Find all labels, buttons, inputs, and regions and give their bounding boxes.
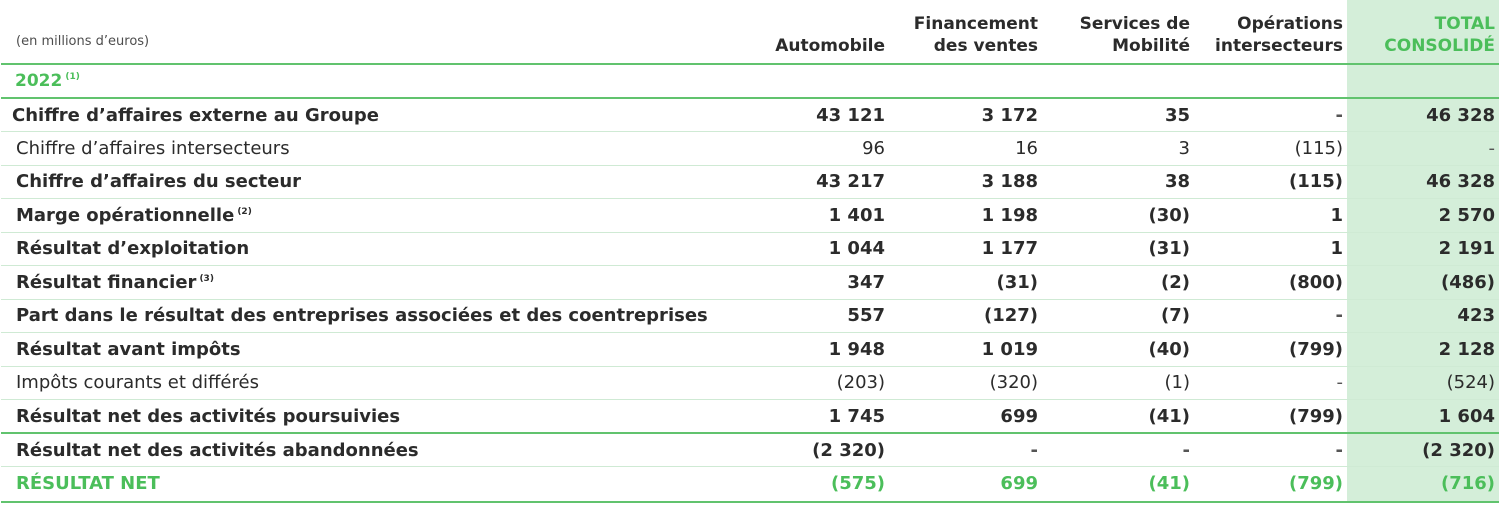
cell-services: 35 (1164, 104, 1190, 126)
cell-total: - (1347, 131, 1499, 165)
cell-total: (2 320) (1347, 433, 1499, 467)
col-header-services: Services de Mobilité (1079, 14, 1190, 56)
cell-financement: (31) (996, 271, 1038, 293)
year-label: 2022 (1) (15, 71, 80, 91)
cell-services: (7) (1161, 305, 1190, 327)
col-header-total: TOTAL CONSOLIDÉ (1347, 0, 1499, 64)
cell-intersecteurs: - (1335, 439, 1343, 461)
row-label: Chiffre d’affaires externe au Groupe (12, 104, 379, 126)
cell-services: (1) (1164, 372, 1191, 394)
cell-automobile: 1 401 (828, 204, 885, 226)
table-header-row: (en millions d’euros) Automobile Finance… (1, 0, 1499, 64)
cell-total: 1 604 (1347, 399, 1499, 433)
table-row: Marge opérationnelle (2) 1 401 1 198 (30) 1 2 … (1, 198, 1499, 232)
cell-intersecteurs: - (1335, 104, 1343, 126)
cell-automobile: (2 320) (812, 439, 885, 461)
cell-automobile: (203) (836, 372, 885, 394)
row-label: Résultat avant impôts (16, 338, 241, 360)
cell-total: 46 328 (1347, 165, 1499, 199)
row-label: Résultat net des activités poursuivies (16, 405, 401, 427)
cell-financement: 1 019 (981, 338, 1038, 360)
col-header-financement: Financement des ventes (913, 14, 1038, 56)
cell-services: (41) (1148, 473, 1190, 495)
cell-automobile: 43 217 (816, 171, 885, 193)
cell-total: 2 191 (1347, 232, 1499, 266)
cell-total: 423 (1347, 299, 1499, 333)
cell-financement: (127) (983, 305, 1038, 327)
row-label: Chiffre d’affaires intersecteurs (16, 137, 290, 159)
cell-intersecteurs: (115) (1288, 171, 1343, 193)
cell-automobile: 1 745 (828, 405, 885, 427)
row-label: Résultat financier (3) (16, 271, 214, 293)
cell-financement: 699 (1000, 473, 1038, 495)
cell-automobile: 43 121 (816, 104, 885, 126)
row-label: Impôts courants et différés (16, 372, 259, 394)
row-label: Chiffre d’affaires du secteur (16, 171, 302, 193)
cell-financement: 3 172 (981, 104, 1038, 126)
table-row: Résultat net des activités abandonnées (2… (1, 433, 1499, 467)
cell-total: 2 128 (1347, 332, 1499, 366)
row-label: Marge opérationnelle (2) (16, 204, 252, 226)
footnote-marker: (2) (237, 206, 252, 217)
cell-financement: 16 (1015, 137, 1038, 159)
table-row: Chiffre d’affaires intersecteurs 96 16 3 (11… (1, 131, 1499, 165)
year-row: 2022 (1) (1, 64, 1499, 98)
cell-automobile: 557 (847, 305, 885, 327)
cell-automobile: 1 948 (828, 338, 885, 360)
cell-intersecteurs: (115) (1294, 137, 1343, 159)
table-row: Chiffre d’affaires externe au Groupe 43 1… (1, 98, 1499, 132)
cell-automobile: 1 044 (828, 238, 885, 260)
table-row: Résultat net des activités poursuivies 1 … (1, 399, 1499, 433)
cell-intersecteurs: (799) (1288, 405, 1343, 427)
table-row: Chiffre d’affaires du secteur 43 217 3 188… (1, 165, 1499, 199)
row-label: RÉSULTAT NET (16, 473, 160, 495)
cell-intersecteurs: - (1336, 372, 1344, 394)
cell-intersecteurs: (799) (1288, 473, 1343, 495)
cell-total: (716) (1347, 466, 1499, 502)
row-label: Résultat net des activités abandonnées (16, 439, 419, 461)
cell-services: 3 (1178, 137, 1190, 159)
table-row: Résultat financier (3) 347 (31) (2) (800) (486… (1, 265, 1499, 299)
cell-services: (31) (1148, 238, 1190, 260)
cell-services: (2) (1161, 271, 1190, 293)
table-row: Part dans le résultat des entreprises as… (1, 299, 1499, 333)
cell-total: 46 328 (1347, 98, 1499, 132)
cell-services: 38 (1164, 171, 1190, 193)
cell-total: (486) (1347, 265, 1499, 299)
footnote-marker: (3) (199, 273, 214, 284)
cell-financement: 1 177 (981, 238, 1038, 260)
cell-total: (524) (1347, 366, 1499, 400)
row-label: Part dans le résultat des entreprises as… (16, 305, 708, 327)
cell-financement: 1 198 (981, 204, 1038, 226)
table-row: Résultat d’exploitation 1 044 1 177 (31) 1 2 … (1, 232, 1499, 266)
cell-financement: (320) (989, 372, 1038, 394)
footnote-marker: (1) (65, 72, 80, 83)
cell-automobile: (575) (830, 473, 885, 495)
cell-total: 2 570 (1347, 198, 1499, 232)
cell-services: (41) (1148, 405, 1190, 427)
col-header-automobile: Automobile (775, 36, 885, 56)
cell-intersecteurs: 1 (1330, 204, 1343, 226)
table-row: Impôts courants et différés (203) (320) (1)… (1, 366, 1499, 400)
cell-automobile: 347 (847, 271, 885, 293)
cell-intersecteurs: (799) (1288, 338, 1343, 360)
cell-intersecteurs: (800) (1288, 271, 1343, 293)
col-header-intersecteurs: Opérations intersecteurs (1215, 14, 1343, 56)
cell-services: (40) (1148, 338, 1190, 360)
cell-financement: - (1030, 439, 1038, 461)
cell-services: (30) (1148, 204, 1190, 226)
table-row: Résultat avant impôts 1 948 1 019 (40) (799)… (1, 332, 1499, 366)
cell-financement: 3 188 (981, 171, 1038, 193)
cell-automobile: 96 (862, 137, 885, 159)
row-label: Résultat d’exploitation (16, 238, 250, 260)
cell-services: - (1182, 439, 1190, 461)
unit-label: (en millions d’euros) (16, 34, 150, 49)
net-result-row: RÉSULTAT NET (575) 699 (41) (799) (716) (1, 466, 1499, 502)
cell-financement: 699 (1000, 405, 1038, 427)
cell-intersecteurs: - (1335, 305, 1343, 327)
cell-intersecteurs: 1 (1330, 238, 1343, 260)
